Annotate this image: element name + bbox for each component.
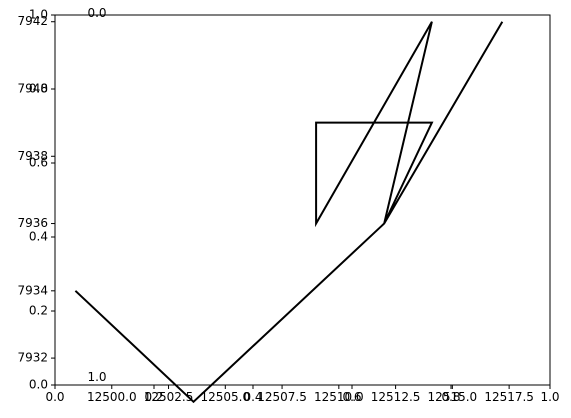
data-x-tick-label: 12502.5 bbox=[144, 390, 194, 404]
overlay-y-tick-label: 0.4 bbox=[29, 230, 48, 244]
data-y-tick-label: 7932 bbox=[17, 351, 48, 365]
overlay-y-tick-label: 0.6 bbox=[29, 156, 48, 170]
inset-axis-y-tick-label: 0.0 bbox=[87, 6, 106, 20]
overlay-x-tick-label: 0.2 bbox=[144, 390, 163, 404]
data-x-tick-label: 12505.0 bbox=[200, 390, 250, 404]
data-x-tick-label: 12517.5 bbox=[484, 390, 534, 404]
overlay-y-tick-label: 0.2 bbox=[29, 304, 48, 318]
data-x-tick-label: 12500.0 bbox=[87, 390, 137, 404]
data-y-tick-label: 7940 bbox=[17, 82, 48, 96]
data-x-tick-label: 12507.5 bbox=[257, 390, 307, 404]
inset-axis-x-tick-label: 1.0 bbox=[87, 370, 106, 384]
data-x-tick-label: 12510.0 bbox=[314, 390, 364, 404]
overlay-x-tick-label: 0.8 bbox=[441, 390, 460, 404]
overlay-x-tick-label: 0.0 bbox=[45, 390, 64, 404]
overlay-x-tick-label: 0.4 bbox=[243, 390, 262, 404]
axis-ticks bbox=[51, 14, 551, 389]
data-y-tick-label: 7936 bbox=[17, 216, 48, 230]
series-lines bbox=[74, 21, 504, 404]
series-line-0 bbox=[74, 21, 504, 404]
overlay-y-tick-label: 0.0 bbox=[29, 378, 48, 392]
overlay-y-tick-label: 1.0 bbox=[29, 8, 48, 22]
axis-tick-labels: 0.0 0.2 0.4 0.6 0.8 1.0 0.0 0.2 0.4 0.6 0.8 1.0 7932… bbox=[17, 6, 559, 404]
plot-frame bbox=[54, 14, 551, 386]
overlay-y-tick-label: 0.8 bbox=[29, 82, 48, 96]
data-y-tick-label: 7942 bbox=[17, 14, 48, 28]
data-y-tick-label: 7938 bbox=[17, 149, 48, 163]
data-y-tick-label: 7934 bbox=[17, 283, 48, 297]
plot-area bbox=[55, 15, 550, 385]
data-x-tick-label: 12515.0 bbox=[428, 390, 478, 404]
data-x-tick-label: 12512.5 bbox=[371, 390, 421, 404]
overlay-x-tick-label: 1.0 bbox=[540, 390, 559, 404]
overlay-x-tick-label: 0.6 bbox=[342, 390, 361, 404]
